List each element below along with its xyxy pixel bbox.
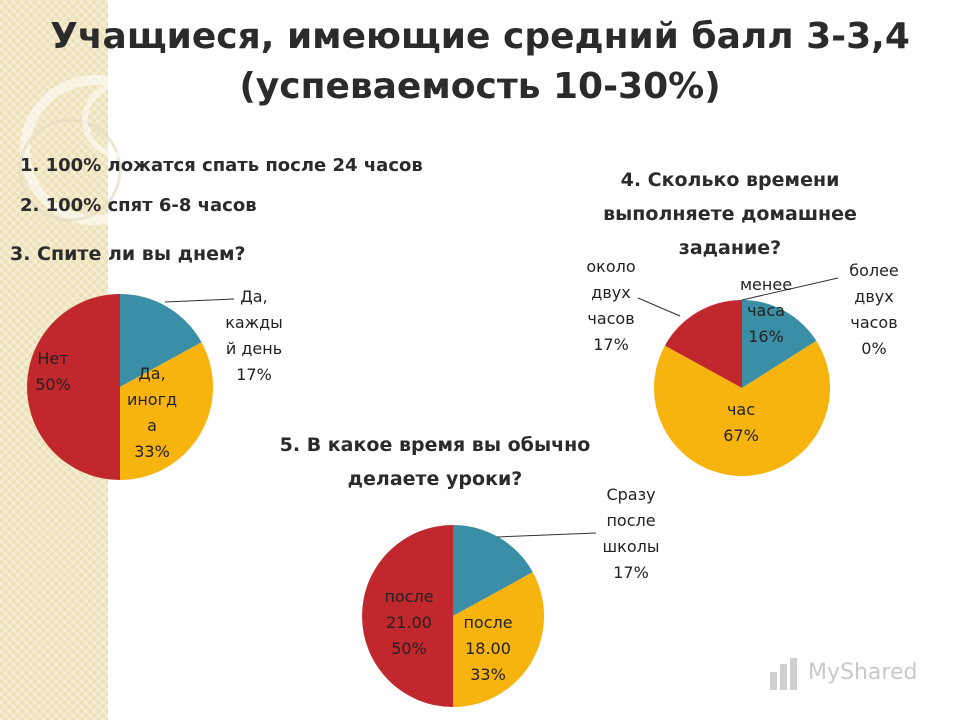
chart-4-label-more-two-line: более xyxy=(849,261,899,280)
chart-3-label-every-day-value: 17% xyxy=(236,365,272,384)
chart-5-label-after-18: после 18.00 33% xyxy=(455,610,521,688)
chart-3-label-sometimes-line: Да, xyxy=(138,364,166,383)
chart-5-label-after-school-line: после xyxy=(606,511,656,530)
chart-3-leader-line xyxy=(164,298,235,303)
chart-4-label-more-two: более двух часов 0% xyxy=(835,258,913,362)
chart-4-label-less-hour: менее часа 16% xyxy=(735,272,797,350)
chart-4-leader-line xyxy=(741,277,839,301)
chart-3-label-every-day: Да, кажды й день 17% xyxy=(214,284,294,388)
note-2: 2. 100% спят 6-8 часов xyxy=(20,195,257,216)
chart-4-title: 4. Сколько времени выполняете домашнее з… xyxy=(560,163,900,265)
chart-5-label-after-21-value: 50% xyxy=(391,639,427,658)
chart-3-label-sometimes-line: иногд xyxy=(126,390,178,409)
chart-3-slice-2 xyxy=(120,342,213,480)
chart-3-label-no-line: Нет xyxy=(37,349,69,368)
chart-4-label-less-hour-line: менее xyxy=(739,275,793,294)
chart-5-label-after-21: после 21.00 50% xyxy=(373,584,445,662)
chart-3-label-no: Нет 50% xyxy=(25,346,81,398)
chart-5-label-after-18-value: 33% xyxy=(470,665,506,684)
chart-4-label-less-hour-line: часа xyxy=(747,301,785,320)
slide-title-line-1: Учащиеся, имеющие средний балл 3-3,4 xyxy=(50,16,910,57)
chart-4-label-about-two-line: около xyxy=(586,257,636,276)
chart-3-label-no-value: 50% xyxy=(35,375,71,394)
chart-3-title: 3. Спите ли вы днем? xyxy=(10,243,246,265)
chart-4-title-line: задание? xyxy=(678,237,782,259)
chart-4-label-about-two-line: двух xyxy=(591,283,631,302)
chart-3-label-every-day-line: й день xyxy=(225,339,283,358)
slide-title-line-2: (успеваемость 10-30%) xyxy=(239,66,721,107)
chart-4-label-more-two-line: двух xyxy=(854,287,894,306)
watermark: MyShared xyxy=(766,654,936,694)
chart-4-title-line: выполняете домашнее xyxy=(603,203,857,225)
chart-4-label-more-two-line: часов xyxy=(850,313,898,332)
chart-4-label-less-hour-value: 16% xyxy=(748,327,784,346)
chart-4-leader-line xyxy=(637,297,681,317)
slide-title: Учащиеся, имеющие средний балл 3-3,4 (ус… xyxy=(40,12,920,112)
watermark-text: MyShared xyxy=(808,660,918,685)
chart-5-label-after-school-line: Сразу xyxy=(606,485,656,504)
chart-3-label-every-day-line: Да, xyxy=(240,287,268,306)
chart-5-leader-line xyxy=(496,532,597,538)
chart-5-title: 5. В какое время вы обычно делаете уроки… xyxy=(260,428,610,496)
chart-5-label-after-school-line: школы xyxy=(602,537,660,556)
chart-4-label-hour-value: 67% xyxy=(723,426,759,445)
chart-4-label-about-two: около двух часов 17% xyxy=(572,254,650,358)
chart-4-label-more-two-value: 0% xyxy=(861,339,887,358)
chart-3-slice-3 xyxy=(27,294,120,480)
chart-3-slice-1 xyxy=(120,294,202,387)
chart-3-label-sometimes-value: 33% xyxy=(134,442,170,461)
chart-5-label-after-21-line: 21.00 xyxy=(386,613,432,632)
chart-4-slice-1 xyxy=(742,300,817,388)
note-1: 1. 100% ложатся спать после 24 часов xyxy=(20,155,423,176)
chart-3-label-sometimes-line: а xyxy=(147,416,157,435)
chart-4-slice-4 xyxy=(664,300,742,388)
chart-4-title-line: 4. Сколько времени xyxy=(620,169,840,191)
chart-5-label-after-18-line: после xyxy=(463,613,513,632)
chart-4-label-hour: час 67% xyxy=(711,397,771,449)
chart-5-label-after-21-line: после xyxy=(384,587,434,606)
chart-5-title-line: 5. В какое время вы обычно xyxy=(279,434,591,456)
chart-5-label-after-school: Сразу после школы 17% xyxy=(592,482,670,586)
chart-4-label-about-two-line: часов xyxy=(587,309,635,328)
chart-4-label-about-two-value: 17% xyxy=(593,335,629,354)
chart-5-slice-1 xyxy=(453,525,533,616)
chart-3-label-sometimes: Да, иногд а 33% xyxy=(117,361,187,465)
chart-3-label-every-day-line: кажды xyxy=(225,313,283,332)
chart-5-label-after-school-value: 17% xyxy=(613,563,649,582)
chart-4-label-hour-line: час xyxy=(726,400,756,419)
chart-5-label-after-18-line: 18.00 xyxy=(465,639,511,658)
chart-5-slice-2 xyxy=(453,572,544,707)
chart-5-title-line: делаете уроки? xyxy=(347,468,523,490)
chart-5-slice-3 xyxy=(362,525,453,707)
watermark-logo-icon xyxy=(770,658,797,690)
chart-4-slice-3 xyxy=(654,340,830,477)
decorative-circles xyxy=(18,75,170,225)
